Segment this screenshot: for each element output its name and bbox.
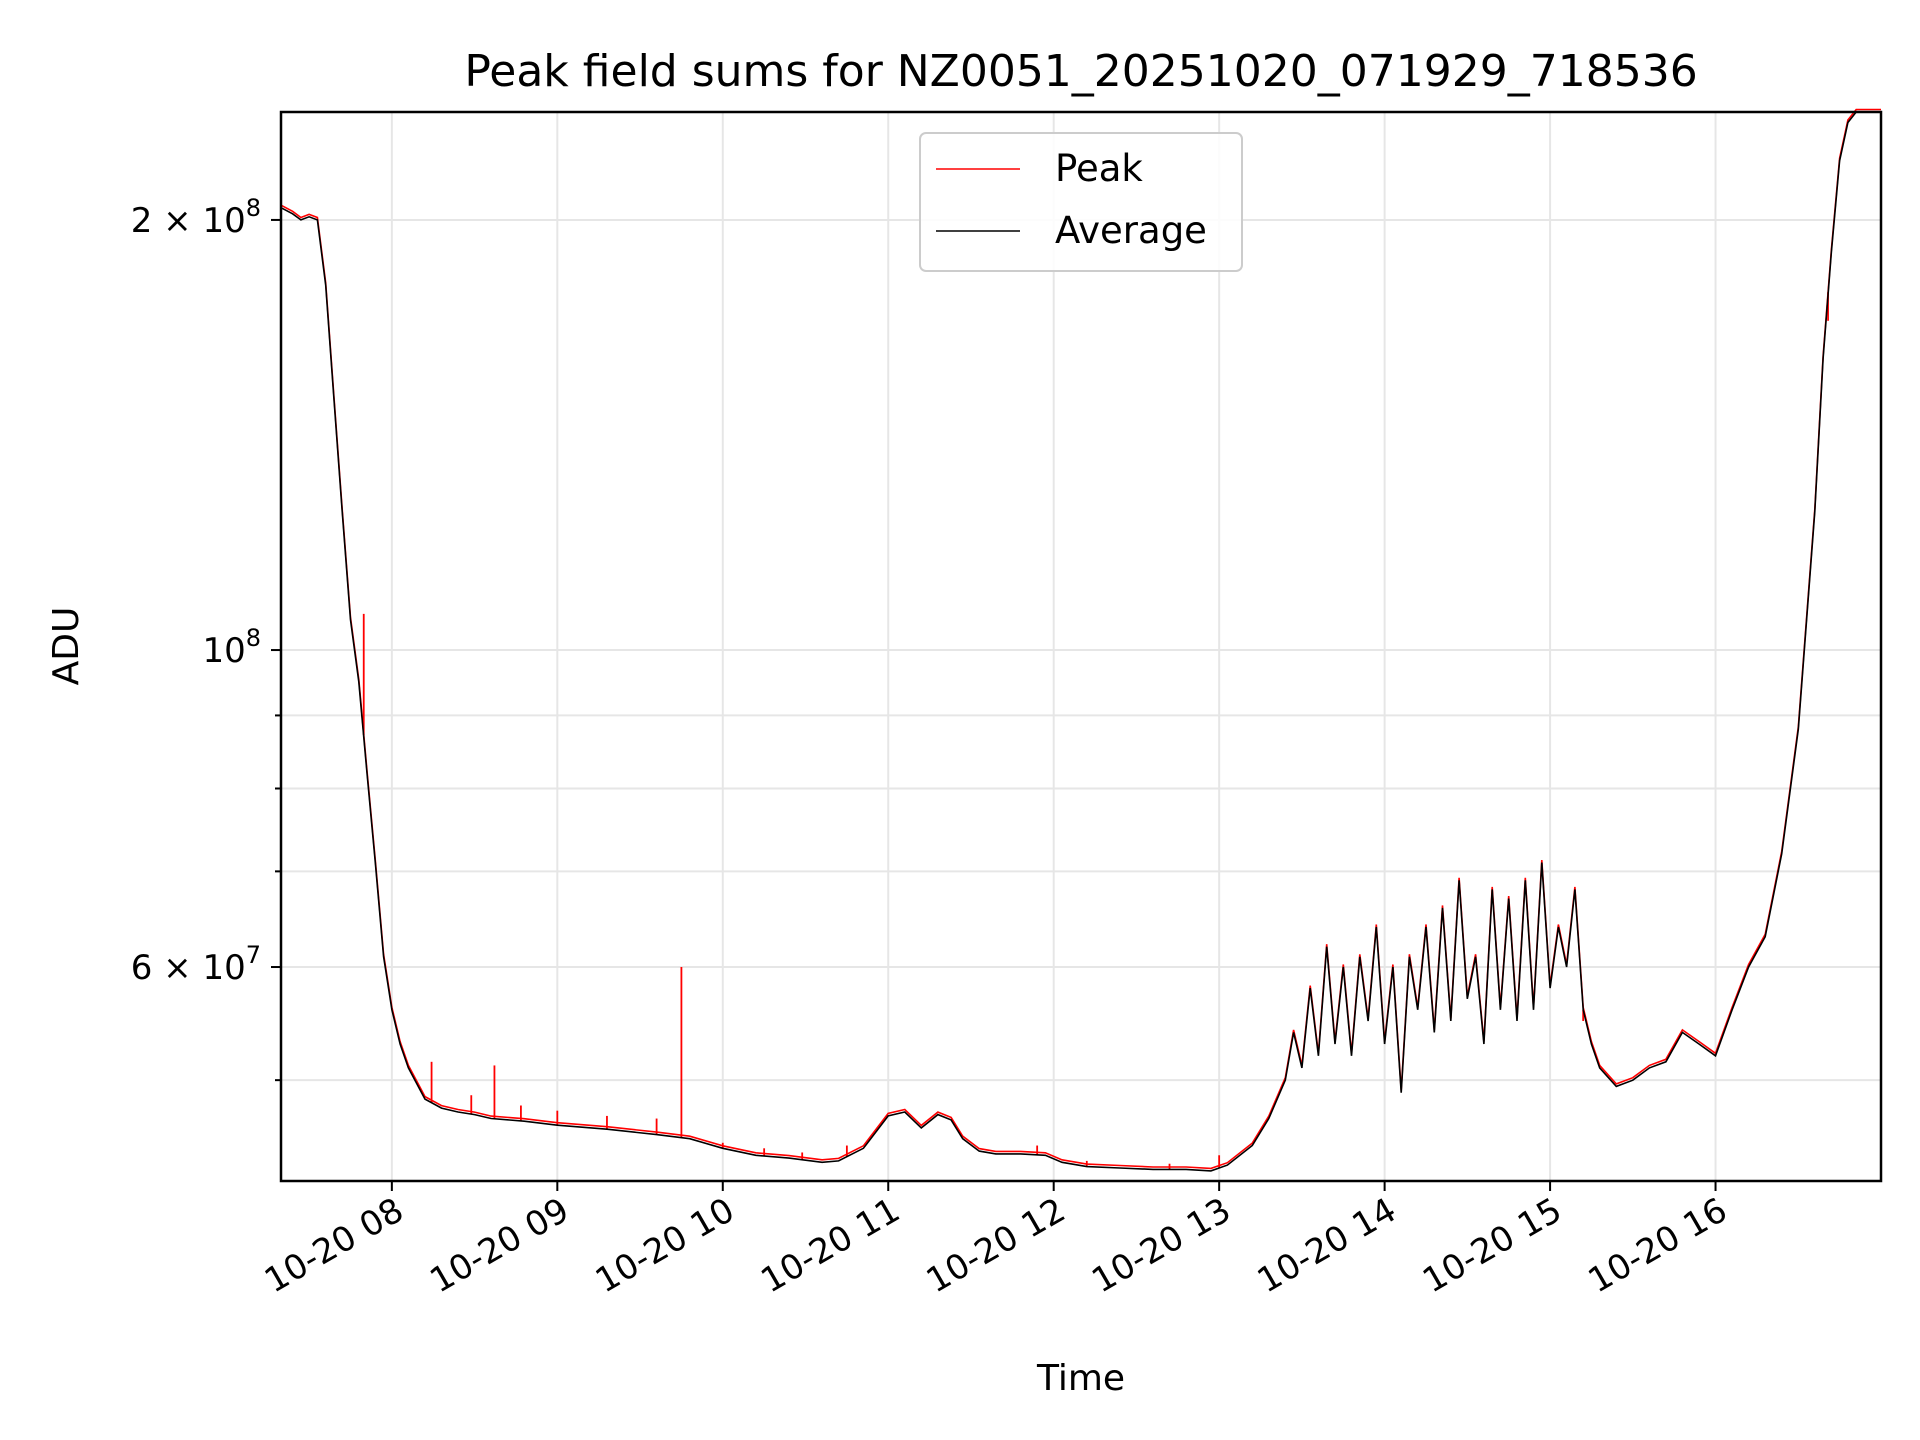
- legend: Peak Average: [919, 132, 1243, 272]
- legend-average-label: Average: [1055, 209, 1207, 252]
- plot-frame: [279, 110, 1883, 1183]
- y-tick-label: 2 × 108: [131, 194, 261, 241]
- y-tick-label: 6 × 107: [131, 941, 261, 988]
- chart-title: Peak field sums for NZ0051_20251020_0719…: [464, 46, 1697, 97]
- x-axis-label: Time: [1036, 1358, 1125, 1399]
- legend-peak-label: Peak: [1055, 147, 1143, 190]
- y-tick-label: 108: [202, 624, 261, 671]
- average-series-line: [280, 111, 1881, 1172]
- legend-box: [919, 132, 1243, 272]
- series-layer: [280, 108, 1881, 1172]
- y-axis-label: ADU: [46, 607, 87, 686]
